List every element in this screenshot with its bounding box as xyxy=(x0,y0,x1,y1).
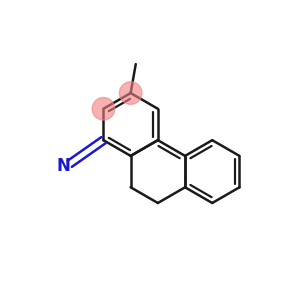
Text: N: N xyxy=(57,157,71,175)
Circle shape xyxy=(119,82,142,104)
Circle shape xyxy=(92,98,115,120)
